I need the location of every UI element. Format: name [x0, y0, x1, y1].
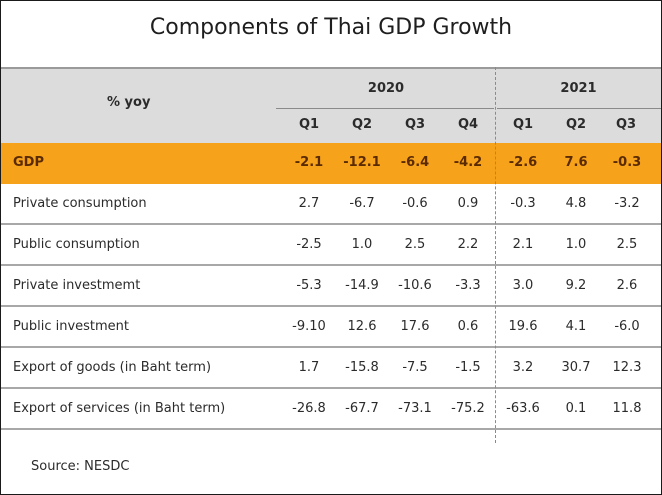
cell-value: 3.2 [512, 360, 534, 375]
cell-value: 30.7 [561, 360, 591, 375]
cell-value: 0.1 [565, 401, 587, 416]
cell-value: 2.2 [457, 237, 479, 252]
cell-value: -26.8 [292, 401, 326, 416]
row-label: Public investment [13, 319, 130, 334]
row-label: Export of services (in Baht term) [13, 401, 226, 416]
cell-value: -12.1 [343, 155, 381, 170]
cell-value: -63.6 [506, 401, 540, 416]
cell-value: -14.9 [345, 278, 379, 293]
cell-value: 2.5 [404, 237, 426, 252]
row-label: Export of goods (in Baht term) [13, 360, 212, 375]
cell-value: 19.6 [508, 319, 538, 334]
year-divider [495, 67, 496, 443]
cell-value: 0.9 [457, 196, 479, 211]
quarter-header: Q2 [351, 117, 373, 132]
cell-value: -2.6 [508, 155, 538, 170]
cell-value: -5.3 [296, 278, 322, 293]
row-label: Private investmemt [13, 278, 141, 293]
cell-value: -15.8 [345, 360, 379, 375]
cell-value: 3.0 [512, 278, 534, 293]
cell-value: 1.0 [565, 237, 587, 252]
cell-value: -0.6 [402, 196, 428, 211]
cell-value: 12.3 [612, 360, 642, 375]
table-row: Public consumption -2.5 1.0 2.5 2.2 2.1 1.0 2.5 [1, 225, 661, 266]
table-header: % yoy 2020 2021 Q1 Q2 Q3 Q4 Q1 Q2 Q3 [1, 67, 661, 143]
unit-label: % yoy [107, 95, 151, 110]
cell-value: -10.6 [398, 278, 432, 293]
cell-value: 11.8 [612, 401, 642, 416]
gdp-row: GDP -2.1 -12.1 -6.4 -4.2 -2.6 7.6 -0.3 [1, 143, 661, 184]
cell-value: -67.7 [345, 401, 379, 416]
cell-value: -3.2 [614, 196, 640, 211]
cell-value: -4.2 [453, 155, 483, 170]
cell-value: -1.5 [455, 360, 481, 375]
table-row: Private consumption 2.7 -6.7 -0.6 0.9 -0.3 4.8… [1, 184, 661, 225]
cell-value: 2.5 [616, 237, 638, 252]
table-row: Export of goods (in Baht term) 1.7 -15.8 -7… [1, 348, 661, 389]
cell-value: 1.0 [351, 237, 373, 252]
row-label: GDP [13, 155, 44, 170]
cell-value: 1.7 [298, 360, 320, 375]
cell-value: -9.10 [292, 319, 326, 334]
cell-value: 4.8 [565, 196, 587, 211]
cell-value: -3.3 [455, 278, 481, 293]
quarter-header: Q3 [404, 117, 426, 132]
cell-value: -0.3 [612, 155, 642, 170]
cell-value: 7.6 [564, 155, 588, 170]
cell-value: -0.3 [510, 196, 536, 211]
cell-value: 17.6 [400, 319, 430, 334]
table-row: Private investmemt -5.3 -14.9 -10.6 -3.3 3.0 9… [1, 266, 661, 307]
cell-value: 4.1 [565, 319, 587, 334]
cell-value: 2.1 [512, 237, 534, 252]
cell-value: 2.6 [616, 278, 638, 293]
cell-value: -73.1 [398, 401, 432, 416]
cell-value: -7.5 [402, 360, 428, 375]
year-2021: 2021 [560, 81, 597, 96]
cell-value: -75.2 [451, 401, 485, 416]
row-label: Private consumption [13, 196, 147, 211]
table-row: Export of services (in Baht term) -26.8 -6… [1, 389, 661, 430]
cell-value: 12.6 [347, 319, 377, 334]
table-row: Public investment -9.10 12.6 17.6 0.6 19.6 4.1… [1, 307, 661, 348]
year-underline [276, 108, 494, 109]
quarter-header: Q4 [457, 117, 479, 132]
cell-value: -2.1 [294, 155, 324, 170]
year-underline [497, 108, 661, 109]
cell-value: -2.5 [296, 237, 322, 252]
cell-value: -6.4 [400, 155, 430, 170]
cell-value: -6.0 [614, 319, 640, 334]
source-note: Source: NESDC [31, 459, 130, 474]
table-title: Components of Thai GDP Growth [149, 15, 513, 40]
cell-value: 0.6 [457, 319, 479, 334]
cell-value: -6.7 [349, 196, 375, 211]
quarter-header: Q1 [512, 117, 534, 132]
quarter-header: Q2 [565, 117, 587, 132]
year-2020: 2020 [367, 81, 405, 96]
quarter-header: Q3 [615, 117, 637, 132]
row-label: Public consumption [13, 237, 140, 252]
cell-value: 9.2 [565, 278, 587, 293]
cell-value: 2.7 [298, 196, 320, 211]
quarter-header: Q1 [298, 117, 320, 132]
